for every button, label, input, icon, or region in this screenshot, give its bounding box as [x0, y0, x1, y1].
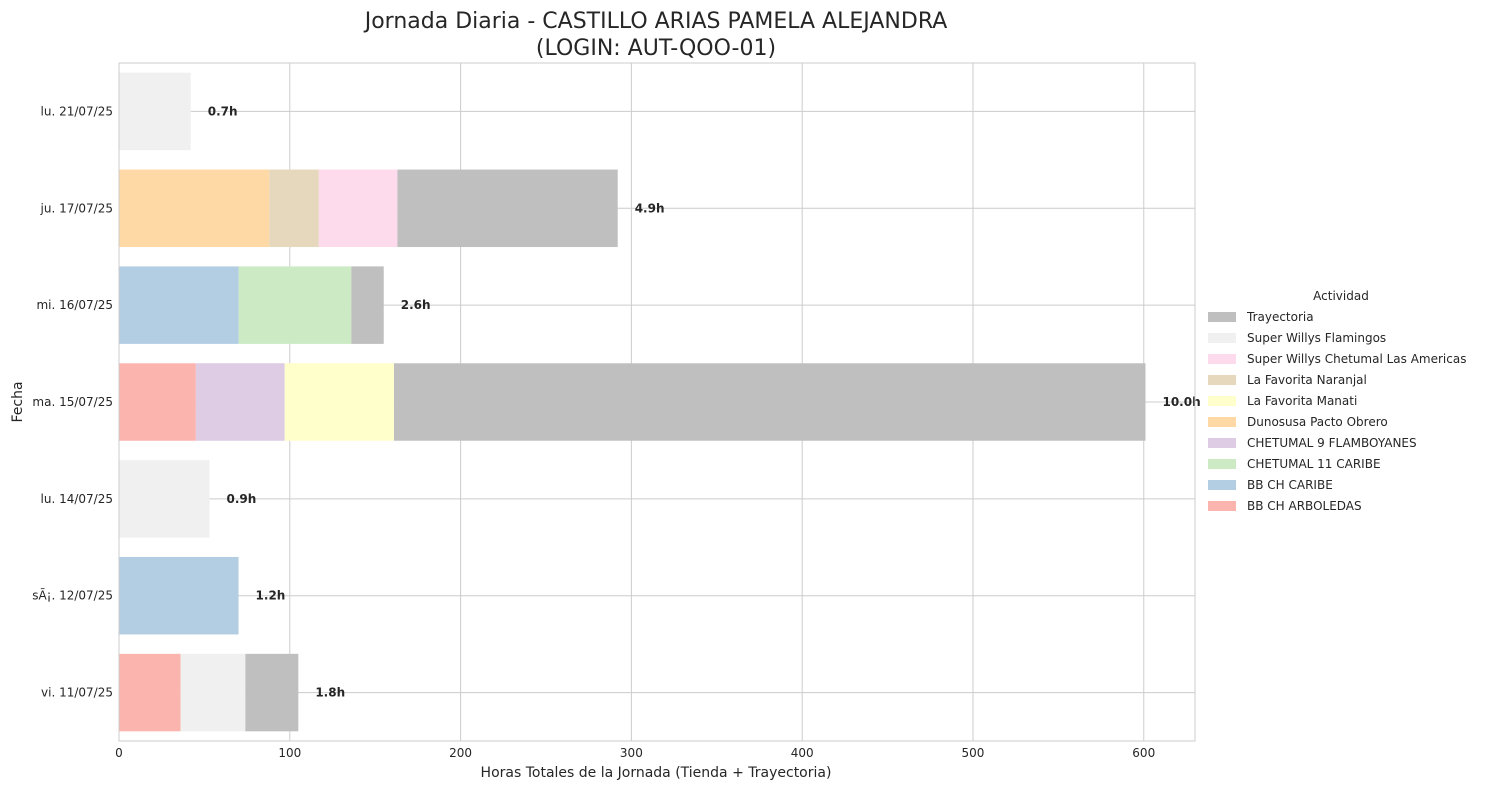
legend-swatch [1208, 480, 1236, 490]
bar-segment [119, 266, 239, 344]
chart-title: Jornada Diaria - CASTILLO ARIAS PAMELA A… [363, 9, 948, 34]
bar-segment [119, 460, 210, 538]
bar-segment [318, 169, 398, 248]
y-tick-label: lu. 21/07/25 [41, 104, 113, 118]
bar-total-label: 4.9h [635, 201, 665, 215]
bar-segment [397, 169, 618, 248]
legend-swatch [1208, 354, 1236, 364]
y-tick-label: sÃ¡. 12/07/25 [32, 588, 113, 603]
y-tick-label: lu. 14/07/25 [41, 492, 113, 506]
legend: Actividad Trayectoria Super Willys Flamin… [1208, 289, 1466, 513]
y-tick-label: ju. 17/07/25 [40, 201, 113, 215]
x-tick-label: 500 [962, 746, 985, 760]
bar-segment [119, 72, 191, 151]
bar-segment [119, 363, 196, 441]
legend-swatch [1208, 417, 1236, 427]
chart-subtitle: (LOGIN: AUT-QOO-01) [536, 36, 776, 61]
bar-total-label: 0.7h [208, 104, 238, 118]
bar-segment [245, 653, 299, 732]
x-tick-label: 400 [791, 746, 814, 760]
legend-label: CHETUMAL 11 CARIBE [1247, 457, 1381, 471]
bar-segment [119, 556, 239, 635]
bar-segment [351, 266, 384, 344]
bar-segment [180, 653, 246, 732]
bar-total-label: 2.6h [401, 298, 431, 312]
legend-swatch [1208, 459, 1236, 469]
y-axis-label: Fecha [10, 381, 26, 422]
data-labels-layer: 0.7h 4.9h 2.6h 10.0h 0.9h 1.2h 1.8h [208, 104, 1201, 699]
bar-total-label: 1.2h [256, 589, 286, 603]
x-tick-label: 600 [1132, 746, 1155, 760]
y-axis-ticks: lu. 21/07/25 ju. 17/07/25 mi. 16/07/25 ma. … [32, 104, 113, 699]
x-tick-label: 300 [620, 746, 643, 760]
legend-label: Super Willys Flamingos [1247, 331, 1386, 345]
legend-label: La Favorita Manati [1247, 394, 1357, 408]
y-tick-label: ma. 15/07/25 [32, 395, 113, 409]
bar-segment [393, 363, 1146, 441]
bar-segment [238, 266, 352, 344]
x-tick-label: 100 [278, 746, 301, 760]
legend-label: BB CH CARIBE [1247, 478, 1333, 492]
legend-label: Dunosusa Pacto Obrero [1247, 415, 1388, 429]
legend-label: BB CH ARBOLEDAS [1247, 499, 1362, 513]
legend-label: Super Willys Chetumal Las Americas [1247, 352, 1466, 366]
x-axis-ticks: 0 100 200 300 400 500 600 [115, 746, 1155, 760]
legend-title: Actividad [1313, 289, 1369, 303]
legend-label: CHETUMAL 9 FLAMBOYANES [1247, 436, 1417, 450]
bar-total-label: 0.9h [227, 492, 257, 506]
y-tick-label: mi. 16/07/25 [36, 298, 113, 312]
legend-label: La Favorita Naranjal [1247, 373, 1367, 387]
bar-segment [269, 169, 319, 248]
bar-total-label: 10.0h [1162, 395, 1200, 409]
bar-segment [284, 363, 394, 441]
legend-label: Trayectoria [1246, 310, 1314, 324]
y-tick-label: vi. 11/07/25 [41, 686, 113, 700]
bar-segment [119, 169, 270, 248]
bar-total-label: 1.8h [315, 686, 345, 700]
legend-swatch [1208, 333, 1236, 343]
plot-frame [118, 62, 1196, 742]
legend-swatch [1208, 312, 1236, 322]
legend-swatch [1208, 438, 1236, 448]
x-axis-label: Horas Totales de la Jornada (Tienda + Tr… [481, 765, 832, 781]
legend-items: Trayectoria Super Willys Flamingos Super W… [1208, 310, 1466, 513]
bar-segment [195, 363, 285, 441]
legend-swatch [1208, 501, 1236, 511]
x-tick-label: 0 [115, 746, 123, 760]
bars-layer [119, 72, 1146, 732]
legend-swatch [1208, 396, 1236, 406]
bar-segment [119, 653, 181, 732]
legend-swatch [1208, 375, 1236, 385]
x-tick-label: 200 [449, 746, 472, 760]
